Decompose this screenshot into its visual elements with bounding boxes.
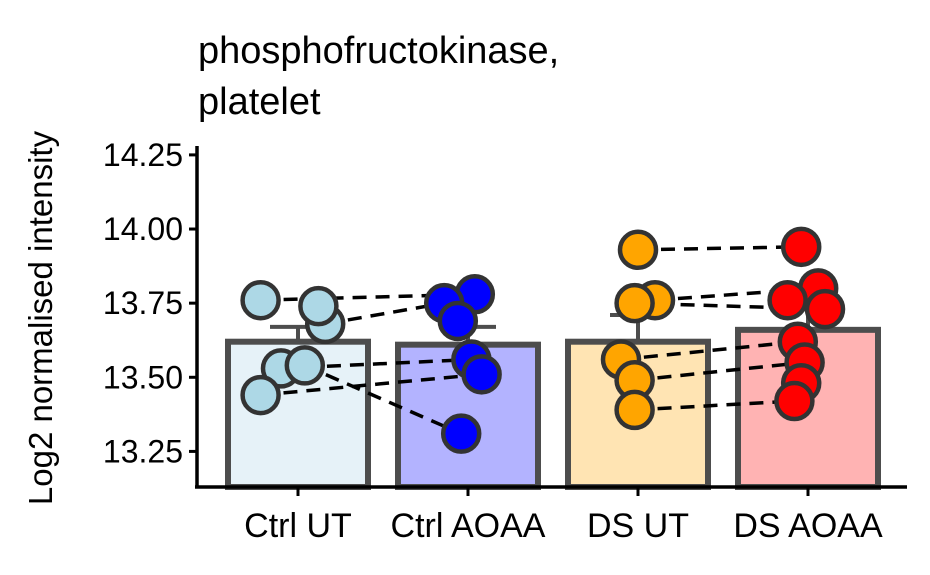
y-tick-label-1: 13.50 [103,359,183,395]
point-3-0 [780,226,822,268]
point-0-4 [284,345,326,386]
point-1-4 [461,354,502,395]
point-0-5 [240,374,281,416]
y-tick-label-4: 14.25 [103,137,183,173]
point-2-5 [614,389,655,431]
y-tick-label-0: 13.25 [103,433,183,469]
point-1-5 [440,413,482,454]
point-3-3 [804,288,846,330]
y-tick-label-3: 14.00 [103,211,183,247]
point-3-2 [767,279,808,321]
x-tick-label-0: Ctrl UT [244,507,352,545]
pair-line-5 [637,245,802,252]
pair-line-8 [620,339,798,362]
pair-line-3 [304,363,462,436]
y-tick-label-2: 13.75 [103,285,183,321]
axes-layer: 13.25 13.50 13.75 14.00 14.25 Ctrl UT Ctrl AOA… [103,137,907,545]
point-2-0 [617,229,659,271]
point-2-2 [614,282,655,324]
chart-title-line-1: phosphofructokinase, [198,30,559,72]
point-0-2 [298,285,339,327]
pair-line-4 [260,372,482,397]
point-0-0 [240,279,281,321]
x-tick-label-1: Ctrl AOAA [391,507,546,545]
pair-line-10 [634,399,795,412]
chart-title-line-2: platelet [198,81,321,123]
pair-line-6 [654,286,819,302]
x-tick-label-3: DS AOAA [733,507,883,545]
y-axis-label: Log2 normalised intensity [22,130,59,505]
pair-line-0 [260,292,475,302]
points-layer [240,226,846,454]
point-1-2 [437,300,479,342]
pair-line-9 [634,360,805,382]
x-tick-label-2: DS UT [587,507,689,545]
chart-title: phosphofructokinase, platelet [198,30,559,123]
point-3-7 [774,380,815,422]
